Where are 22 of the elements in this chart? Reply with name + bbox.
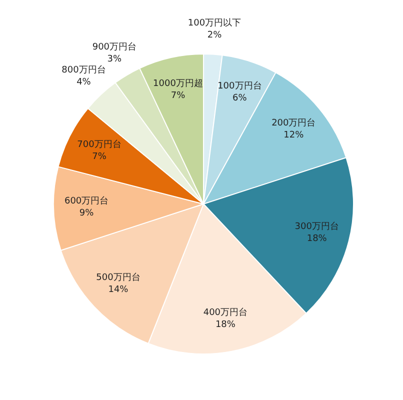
data-label: 3% [107,54,122,64]
slice-label: 100万円以下 [188,17,242,28]
slice-label: 800万円台 [62,64,106,76]
slice-label: 600万円台 [64,196,109,207]
data-label: 7% [92,152,107,162]
slice-label: 200万円台 [272,117,316,128]
data-label: 7% [170,90,186,101]
slice-label: 1000万円超 [153,78,203,89]
slice-label: 900万円台 [92,41,137,52]
slice-label: 300万円台 [294,221,339,232]
data-label: 12% [284,130,304,140]
slice-label: 400万円台 [203,306,248,318]
slice-label: 500万円台 [96,272,140,284]
data-label: 14% [108,285,129,296]
data-label: 9% [79,208,94,219]
data-label: 2% [207,30,222,40]
data-label: 18% [215,320,236,330]
slice-label: 100万円台 [218,80,262,92]
data-label: 6% [232,94,248,104]
data-label: 18% [306,234,328,244]
data-label: 4% [76,77,92,88]
slice-label: 700万円台 [77,138,122,150]
